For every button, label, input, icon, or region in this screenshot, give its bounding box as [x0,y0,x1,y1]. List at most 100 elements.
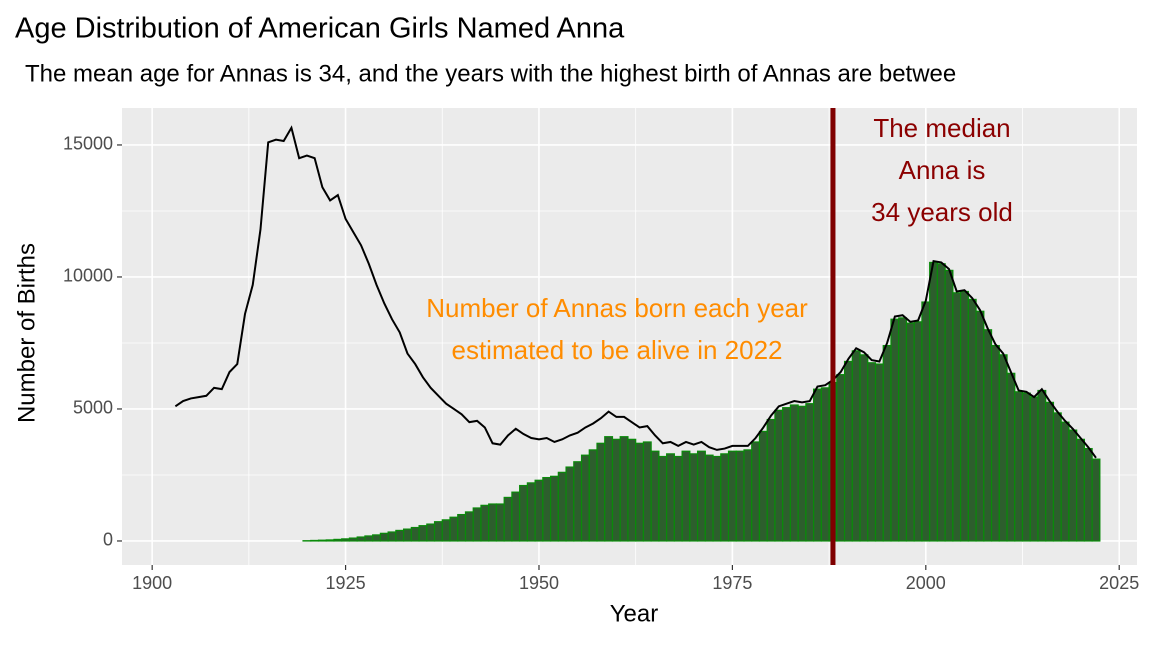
bar [1046,402,1054,541]
bar [845,361,853,541]
bar [1069,430,1077,541]
bar [1030,397,1038,541]
bar [349,538,357,541]
bar [837,375,845,541]
bar [798,406,806,541]
bar [790,405,798,541]
bar [396,530,404,541]
bar [783,408,791,541]
bar [643,442,651,541]
x-axis-label: Year [610,600,659,627]
bar [489,504,497,541]
bar [582,455,590,541]
bar [999,355,1007,541]
bar [442,520,450,541]
bar [589,450,597,541]
bar [775,410,783,541]
bar [906,323,914,541]
bar [821,388,829,541]
bar [342,539,350,541]
bar [767,420,775,541]
bar [651,451,659,541]
chart-subtitle: The mean age for Annas is 34, and the ye… [25,60,956,87]
bar [1053,413,1061,541]
bar [357,537,365,541]
x-tick-label: 1950 [519,573,559,593]
annotation: Number of Annas born each year [426,293,808,323]
bar [1007,373,1015,541]
bar [860,355,868,541]
bar [937,264,945,541]
bar [659,456,667,540]
bar [612,439,620,541]
bar [984,330,992,541]
bar [992,346,1000,541]
bar [674,456,682,540]
bar [411,528,419,541]
bar [1092,459,1100,541]
bar [365,536,373,541]
bar [705,455,713,541]
bar [419,526,427,541]
bar [914,322,922,541]
bar [1015,392,1023,541]
bar [1038,390,1046,540]
bar [814,389,822,541]
bar [1061,422,1069,541]
bar [481,505,489,541]
annotation: Anna is [899,155,986,185]
bar [636,443,644,541]
x-tick-label: 2025 [1099,573,1139,593]
annotation: The median [873,113,1010,143]
y-tick-label: 5000 [73,398,113,418]
bar [922,302,930,541]
bar [976,311,984,541]
bar [736,451,744,541]
bar [1023,393,1031,541]
bar [558,472,566,541]
bar [891,319,899,541]
bar [380,533,388,541]
bar [450,517,458,541]
bar [721,454,729,541]
bar [574,462,582,541]
bar [551,476,559,541]
y-tick-label: 15000 [63,134,113,154]
bar [473,508,481,541]
bar [326,540,334,541]
bar [435,522,443,541]
y-tick-label: 0 [103,530,113,550]
bar [953,293,961,541]
bar [605,437,613,541]
bar [504,497,512,541]
bar [373,535,381,541]
bar [404,529,412,541]
bar [1084,449,1092,541]
bar [961,291,969,540]
bar [752,442,760,541]
bar [682,451,690,541]
bar [465,512,473,541]
bar [319,540,327,541]
bar [852,351,860,541]
bar [899,318,907,541]
bar [690,454,698,541]
bar [876,364,884,541]
bar [527,483,535,541]
bar [759,431,767,541]
bar [566,467,574,541]
bar [628,439,636,541]
x-tick-label: 1925 [326,573,366,593]
y-tick-label: 10000 [63,266,113,286]
bar [729,451,737,541]
bar [535,480,543,541]
bar [744,450,752,541]
bar [667,454,675,541]
bar [334,539,342,541]
bar [698,451,706,541]
bar [512,492,520,541]
chart-title: Age Distribution of American Girls Named… [15,13,625,45]
annotation: estimated to be alive in 2022 [452,335,783,365]
bar [883,346,891,541]
bar [868,363,876,541]
